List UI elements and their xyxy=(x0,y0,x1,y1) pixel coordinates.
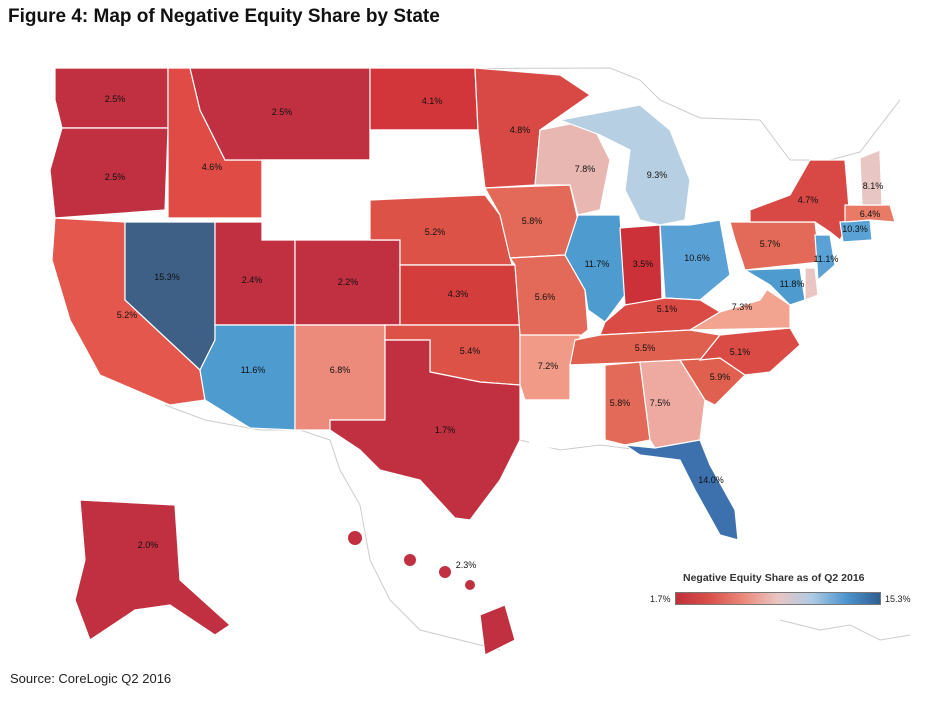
label-ND: 4.1% xyxy=(422,96,443,106)
state-NM xyxy=(294,324,386,431)
figure-title: Figure 4: Map of Negative Equity Share b… xyxy=(8,6,440,27)
label-TX: 1.7% xyxy=(435,425,456,435)
label-IA: 5.8% xyxy=(522,216,543,226)
label-MD: 11.8% xyxy=(780,279,805,289)
label-CO: 2.2% xyxy=(338,277,359,287)
label-NJ: 11.1% xyxy=(814,254,839,264)
label-UT: 2.4% xyxy=(242,275,263,285)
hawaii-islands xyxy=(348,531,475,590)
hawaii-island xyxy=(348,531,362,545)
legend-max-label: 15.3% xyxy=(885,594,911,604)
canada-border-line xyxy=(54,67,901,161)
state-LA xyxy=(524,399,581,449)
state-NH xyxy=(859,149,883,206)
label-AK: 2.0% xyxy=(138,540,159,550)
label-NM: 6.8% xyxy=(330,365,351,375)
label-KY: 5.1% xyxy=(657,304,678,314)
label-NC: 5.1% xyxy=(730,347,751,357)
label-SC: 5.9% xyxy=(710,372,731,382)
state-TX xyxy=(329,339,521,521)
label-IL: 11.7% xyxy=(585,259,610,269)
state-HI xyxy=(479,604,516,656)
label-CT: 10.3% xyxy=(842,224,868,234)
label-TN: 5.5% xyxy=(635,343,656,353)
label-OH: 10.6% xyxy=(684,253,710,263)
state-MS xyxy=(569,364,606,441)
label-GA: 7.5% xyxy=(650,398,671,408)
label-NE: 5.2% xyxy=(425,227,446,237)
label-NV: 15.3% xyxy=(154,272,180,282)
label-MN: 4.8% xyxy=(510,125,531,135)
legend-title: Negative Equity Share as of Q2 2016 xyxy=(683,572,865,584)
label-VA: 7.3% xyxy=(732,302,753,312)
state-ME xyxy=(879,118,925,201)
label-MO: 5.6% xyxy=(535,292,556,302)
caribbean-islands xyxy=(779,619,911,641)
state-AZ xyxy=(199,324,296,431)
label-MT: 2.5% xyxy=(272,107,293,117)
label-AR: 7.2% xyxy=(538,361,559,371)
label-KS: 4.3% xyxy=(448,289,469,299)
hawaii-island xyxy=(439,566,451,578)
legend-color-scale xyxy=(675,592,881,605)
label-IN: 3.5% xyxy=(633,259,654,269)
label-HI: 2.3% xyxy=(456,560,477,570)
state-NC xyxy=(698,327,801,376)
state-VA xyxy=(687,284,791,331)
label-PA: 5.7% xyxy=(760,239,781,249)
states xyxy=(49,67,925,656)
hawaii-island xyxy=(465,580,475,590)
label-WI: 7.8% xyxy=(575,164,596,174)
state-AL xyxy=(604,361,651,446)
state-AK xyxy=(74,499,231,641)
label-MA: 6.4% xyxy=(860,209,881,219)
state-labels: 2.5% 2.5% 5.2% 4.6% 15.3% 2.5% 2.4% 11.6… xyxy=(105,94,884,570)
label-OR: 2.5% xyxy=(105,172,126,182)
state-WV xyxy=(719,274,771,313)
legend-min-label: 1.7% xyxy=(650,594,671,604)
state-WY xyxy=(261,159,371,241)
source-note: Source: CoreLogic Q2 2016 xyxy=(10,671,172,686)
label-FL: 14.0% xyxy=(698,475,724,485)
label-ID: 4.6% xyxy=(202,162,223,172)
label-MI: 9.3% xyxy=(647,170,668,180)
state-FL xyxy=(624,439,739,541)
state-DE xyxy=(804,267,819,301)
state-NJ xyxy=(814,234,836,282)
label-NH: 8.1% xyxy=(863,181,884,191)
label-CA: 5.2% xyxy=(117,310,138,320)
label-OK: 5.4% xyxy=(460,346,481,356)
label-AZ: 11.6% xyxy=(241,365,266,375)
hawaii-island xyxy=(404,554,416,566)
label-NY: 4.7% xyxy=(798,195,819,205)
label-AL: 5.8% xyxy=(610,398,631,408)
state-SD xyxy=(369,129,486,201)
state-MD xyxy=(742,267,806,306)
background-borders xyxy=(54,67,911,651)
label-WA: 2.5% xyxy=(105,94,126,104)
